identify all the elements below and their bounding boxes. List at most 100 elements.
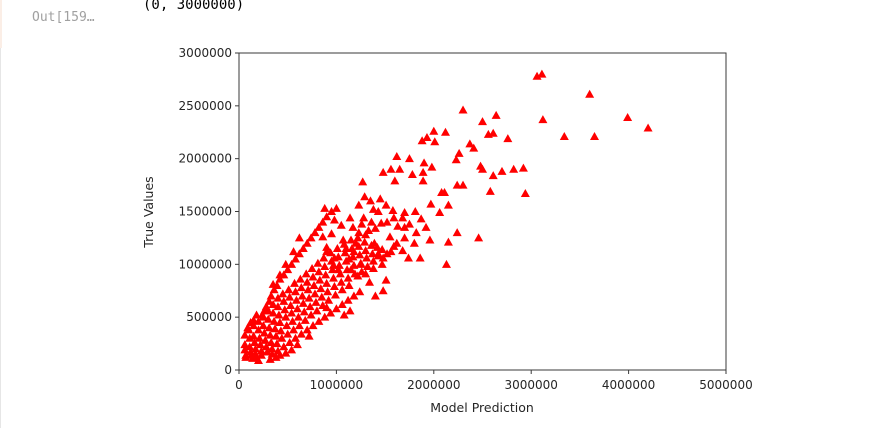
data-point-triangle (280, 305, 290, 314)
data-point-triangle (327, 229, 337, 238)
data-point-triangle (301, 269, 311, 278)
data-point-triangle (329, 215, 339, 224)
y-axis-label: True Values (141, 176, 156, 248)
data-point-triangle (355, 250, 365, 259)
data-point-triangle (333, 252, 343, 261)
data-point-triangle (354, 200, 364, 209)
data-point-triangle (273, 302, 283, 311)
data-point-triangle (285, 338, 295, 347)
data-point-triangle (328, 273, 338, 282)
data-point-triangle (263, 314, 273, 323)
data-point-triangle (311, 297, 321, 306)
data-point-triangle (520, 189, 530, 198)
data-point-triangle (332, 243, 342, 252)
data-point-triangle (491, 110, 501, 119)
data-point-triangle (294, 249, 304, 258)
data-point-triangle (294, 233, 304, 242)
data-point-triangle (273, 293, 283, 302)
data-point-triangle (284, 285, 294, 294)
data-point-triangle (375, 194, 385, 203)
data-point-triangle (256, 346, 266, 355)
data-point-triangle (503, 134, 513, 143)
data-point-triangle (245, 342, 255, 351)
data-point-triangle (409, 238, 419, 247)
data-point-triangle (290, 333, 300, 342)
data-point-triangle (289, 325, 299, 334)
data-point-triangle (318, 232, 328, 241)
data-point-triangle (281, 312, 291, 321)
data-point-triangle (532, 71, 542, 80)
data-point-triangle (365, 196, 375, 205)
data-point-triangle (400, 222, 410, 231)
data-point-triangle (415, 253, 425, 262)
data-point-triangle (452, 180, 462, 189)
data-point-triangle (287, 345, 297, 354)
data-point-triangle (282, 321, 292, 330)
data-point-triangle (488, 171, 498, 180)
data-point-triangle (294, 321, 304, 330)
data-point-triangle (478, 117, 487, 126)
data-point-triangle (334, 260, 344, 269)
x-tick-label: 0 (235, 378, 243, 392)
data-point-triangle (366, 217, 376, 226)
data-point-triangle (418, 176, 428, 185)
data-point-triangle (245, 333, 255, 342)
data-point-triangle (331, 203, 341, 212)
data-point-triangle (288, 316, 298, 325)
data-point-triangle (377, 259, 387, 268)
data-point-triangle (349, 291, 359, 300)
data-point-triangle (290, 287, 300, 296)
data-point-triangle (400, 208, 410, 217)
x-tick-label: 5000000 (699, 378, 752, 392)
data-point-triangle (398, 246, 408, 255)
data-point-triangle (291, 295, 301, 304)
data-points (240, 69, 653, 364)
data-point-triangle (373, 251, 383, 260)
data-point-triangle (254, 333, 264, 342)
data-point-triangle (309, 280, 319, 289)
data-point-triangle (373, 207, 383, 215)
data-point-triangle (307, 264, 317, 273)
data-point-triangle (417, 136, 427, 145)
data-point-triangle (372, 242, 382, 251)
data-point-triangle (419, 158, 429, 167)
data-point-triangle (310, 228, 320, 237)
data-point-triangle (283, 265, 293, 274)
x-axis-label: Model Prediction (430, 400, 534, 415)
axes-frame (238, 52, 727, 371)
data-point-triangle (454, 148, 464, 157)
data-point-triangle (537, 69, 547, 78)
data-point-triangle (361, 246, 371, 255)
data-point-triangle (353, 233, 363, 242)
data-point-triangle (265, 354, 275, 363)
data-point-triangle (348, 252, 358, 261)
data-point-triangle (255, 340, 265, 349)
y-tick-label: 1500000 (179, 205, 232, 219)
data-point-triangle (349, 260, 359, 269)
data-point-triangle (322, 278, 332, 287)
data-point-triangle (425, 235, 435, 244)
data-point-triangle (256, 350, 266, 359)
data-point-triangle (348, 222, 358, 231)
data-point-triangle (320, 261, 330, 270)
data-point-triangle (361, 269, 371, 278)
data-point-triangle (310, 289, 320, 298)
data-point-triangle (426, 199, 436, 208)
data-point-triangle (488, 128, 498, 137)
data-point-triangle (341, 256, 351, 265)
data-point-triangle (435, 208, 445, 217)
data-point-triangle (322, 242, 332, 251)
data-point-triangle (292, 304, 302, 313)
data-point-triangle (392, 238, 402, 247)
data-point-triangle (329, 282, 339, 291)
data-point-triangle (518, 163, 528, 172)
data-point-triangle (403, 253, 413, 262)
data-point-triangle (354, 228, 364, 237)
data-point-triangle (296, 283, 306, 292)
x-tick-label: 1000000 (310, 378, 363, 392)
data-point-triangle (357, 267, 367, 276)
data-point-triangle (326, 308, 336, 317)
data-point-triangle (316, 284, 326, 293)
cell-focus-indicator (0, 0, 2, 48)
data-point-triangle (345, 306, 355, 315)
